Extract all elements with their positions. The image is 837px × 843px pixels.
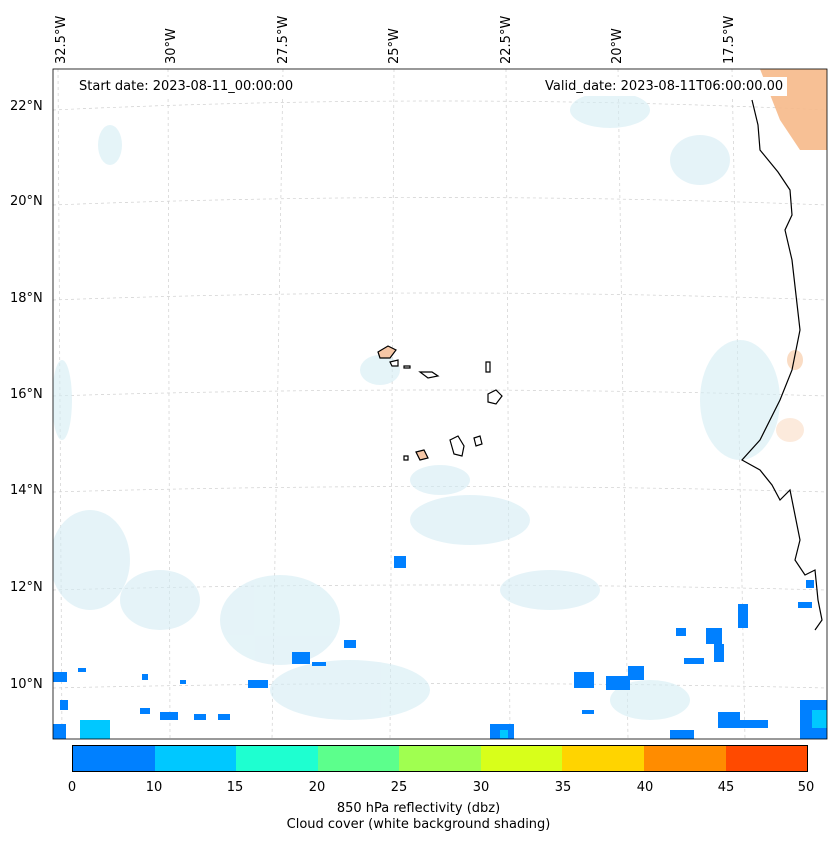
- lon-label: 32.5°W: [54, 15, 69, 64]
- colorbar-tick: 15: [226, 780, 244, 795]
- lat-label: 10°N: [10, 677, 43, 692]
- lat-label: 12°N: [10, 580, 43, 595]
- colorbar-tick: 30: [472, 780, 490, 795]
- colorbar-segment: [643, 746, 726, 771]
- lon-label: 27.5°W: [276, 15, 291, 64]
- reflectivity-cells-strong: [80, 710, 827, 739]
- colorbar-segment: [236, 746, 318, 771]
- lat-label: 18°N: [10, 291, 43, 306]
- lat-label: 14°N: [10, 483, 43, 498]
- colorbar-tick: 25: [390, 780, 408, 795]
- colorbar-segment: [317, 746, 400, 771]
- colorbar-segment: [73, 746, 155, 771]
- lon-label: 20°W: [610, 28, 625, 64]
- start-date-label: Start date: 2023-08-11_00:00:00: [75, 77, 298, 96]
- cape-verde-islands: [377, 345, 503, 461]
- colorbar-tick: 50: [797, 780, 815, 795]
- colorbar-subtitle: Cloud cover (white background shading): [286, 817, 551, 832]
- lon-label: 25°W: [387, 28, 402, 64]
- lat-label: 22°N: [10, 99, 43, 114]
- colorbar-tick: 45: [717, 780, 735, 795]
- lon-label: 17.5°W: [722, 15, 737, 64]
- colorbar-tick: 40: [636, 780, 654, 795]
- colorbar: [72, 745, 808, 772]
- colorbar-tick: 20: [308, 780, 326, 795]
- colorbar-segment: [399, 746, 481, 771]
- lon-label: 22.5°W: [499, 15, 514, 64]
- colorbar-segment: [562, 746, 644, 771]
- colorbar-tick: 0: [67, 780, 77, 795]
- colorbar-segment: [480, 746, 563, 771]
- lat-label: 16°N: [10, 387, 43, 402]
- colorbar-title: 850 hPa reflectivity (dbz): [336, 801, 501, 816]
- lon-label: 30°W: [164, 28, 179, 64]
- map-border: [52, 68, 828, 740]
- colorbar-segment: [725, 746, 808, 771]
- lat-label: 20°N: [10, 194, 43, 209]
- valid-date-label: Valid_date: 2023-08-11T06:00:00.00: [541, 77, 788, 96]
- cloud-cover-shading: [53, 92, 780, 720]
- colorbar-segment: [154, 746, 237, 771]
- africa-coastline: [741, 99, 823, 631]
- colorbar-tick: 35: [554, 780, 572, 795]
- colorbar-tick: 10: [145, 780, 163, 795]
